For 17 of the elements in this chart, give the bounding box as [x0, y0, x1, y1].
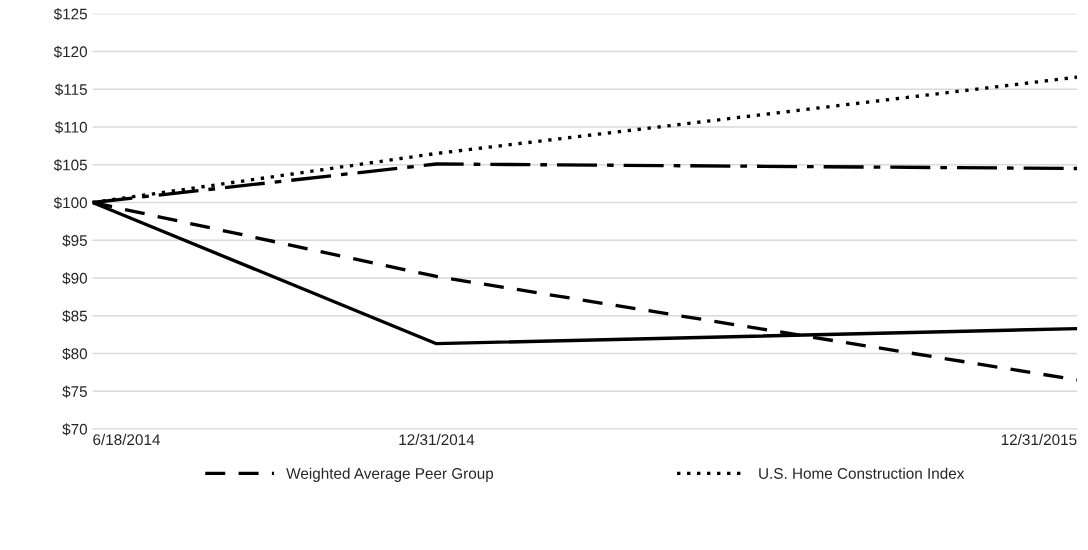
y-tick-label: $120 — [53, 45, 88, 59]
y-tick-label: $125 — [53, 7, 87, 21]
y-tick-label: $90 — [62, 272, 88, 285]
y-tick-label: $95 — [62, 234, 87, 247]
y-tick-label: $115 — [54, 83, 87, 96]
y-tick-label: $75 — [62, 385, 87, 398]
y-tick-label: $70 — [62, 423, 88, 436]
x-tick-label: 6/18/2014 — [93, 433, 160, 446]
y-tick-label: $110 — [54, 121, 88, 134]
x-tick-label: 12/31/2014 — [399, 433, 475, 446]
y-tick-label: $105 — [53, 158, 87, 172]
legend-label: Weighted Average Peer Group — [286, 467, 494, 482]
y-tick-label: $100 — [53, 196, 88, 210]
x-tick-label: 12/31/2015 — [1001, 433, 1077, 446]
legend-label: U.S. Home Construction Index — [759, 467, 965, 479]
y-tick-label: $80 — [62, 347, 88, 361]
y-tick-label: $85 — [62, 309, 87, 323]
